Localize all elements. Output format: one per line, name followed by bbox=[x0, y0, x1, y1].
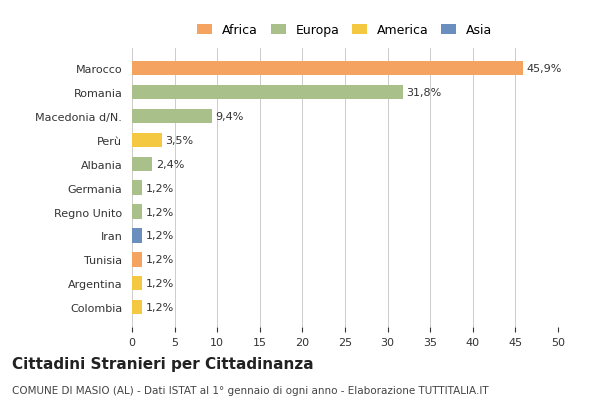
Text: COMUNE DI MASIO (AL) - Dati ISTAT al 1° gennaio di ogni anno - Elaborazione TUTT: COMUNE DI MASIO (AL) - Dati ISTAT al 1° … bbox=[12, 384, 488, 395]
Text: 2,4%: 2,4% bbox=[156, 159, 184, 169]
Text: 45,9%: 45,9% bbox=[526, 64, 562, 74]
Text: 1,2%: 1,2% bbox=[146, 231, 174, 241]
Text: 1,2%: 1,2% bbox=[146, 255, 174, 265]
Bar bbox=[132, 133, 162, 148]
Bar bbox=[132, 181, 142, 195]
Text: 31,8%: 31,8% bbox=[406, 88, 442, 98]
Text: 9,4%: 9,4% bbox=[215, 112, 244, 121]
Bar bbox=[132, 110, 212, 124]
Text: Cittadini Stranieri per Cittadinanza: Cittadini Stranieri per Cittadinanza bbox=[12, 356, 314, 371]
Text: 1,2%: 1,2% bbox=[146, 302, 174, 312]
Text: 1,2%: 1,2% bbox=[146, 183, 174, 193]
Bar bbox=[132, 157, 152, 171]
Bar bbox=[132, 62, 523, 76]
Bar bbox=[132, 85, 403, 100]
Bar bbox=[132, 205, 142, 219]
Bar bbox=[132, 276, 142, 291]
Bar bbox=[132, 252, 142, 267]
Text: 1,2%: 1,2% bbox=[146, 279, 174, 288]
Bar bbox=[132, 229, 142, 243]
Bar bbox=[132, 300, 142, 315]
Text: 3,5%: 3,5% bbox=[165, 135, 193, 146]
Text: 1,2%: 1,2% bbox=[146, 207, 174, 217]
Legend: Africa, Europa, America, Asia: Africa, Europa, America, Asia bbox=[193, 19, 497, 42]
